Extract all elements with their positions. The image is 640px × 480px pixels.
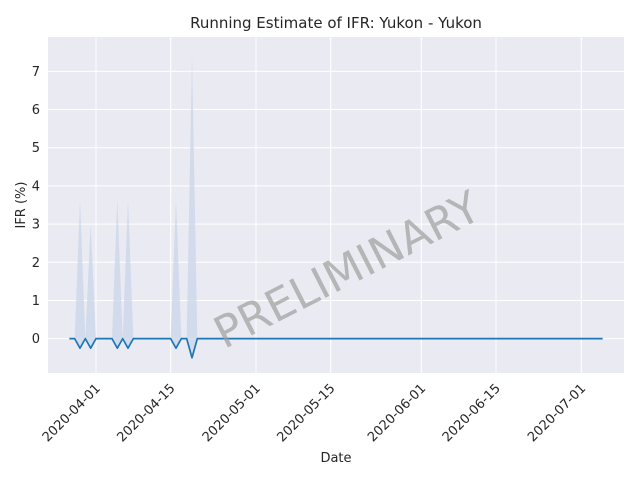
y-tick-label: 2 <box>32 256 40 271</box>
x-tick-label: 2020-06-15 <box>440 381 504 445</box>
ifr-series-line <box>69 337 603 359</box>
x-tick-label: 2020-06-01 <box>365 381 429 445</box>
x-axis-ticks: 2020-04-01 2020-04-15 2020-05-01 2020-05-15… <box>40 381 589 445</box>
y-tick-label: 7 <box>32 65 40 80</box>
y-axis-ticks: 0 1 2 3 4 5 6 7 <box>32 65 40 347</box>
confidence-band-area <box>69 56 198 358</box>
x-tick-label: 2020-05-15 <box>274 381 338 445</box>
grid-lines <box>48 37 624 373</box>
plot-area <box>48 37 624 373</box>
x-tick-label: 2020-04-01 <box>40 381 104 445</box>
confidence-band <box>69 56 198 358</box>
y-tick-label: 5 <box>32 141 40 156</box>
x-axis-label: Date <box>320 451 351 466</box>
y-tick-label: 1 <box>32 294 40 309</box>
y-tick-label: 0 <box>32 332 40 347</box>
x-tick-label: 2020-07-01 <box>525 381 589 445</box>
x-tick-label: 2020-05-01 <box>200 381 264 445</box>
y-tick-label: 4 <box>32 179 40 194</box>
y-tick-label: 3 <box>32 218 40 233</box>
y-axis-label: IFR (%) <box>14 182 29 229</box>
series-lines <box>69 337 603 359</box>
chart-title: Running Estimate of IFR: Yukon - Yukon <box>190 14 482 32</box>
x-tick-label: 2020-04-15 <box>114 381 178 445</box>
y-tick-label: 6 <box>32 103 40 118</box>
